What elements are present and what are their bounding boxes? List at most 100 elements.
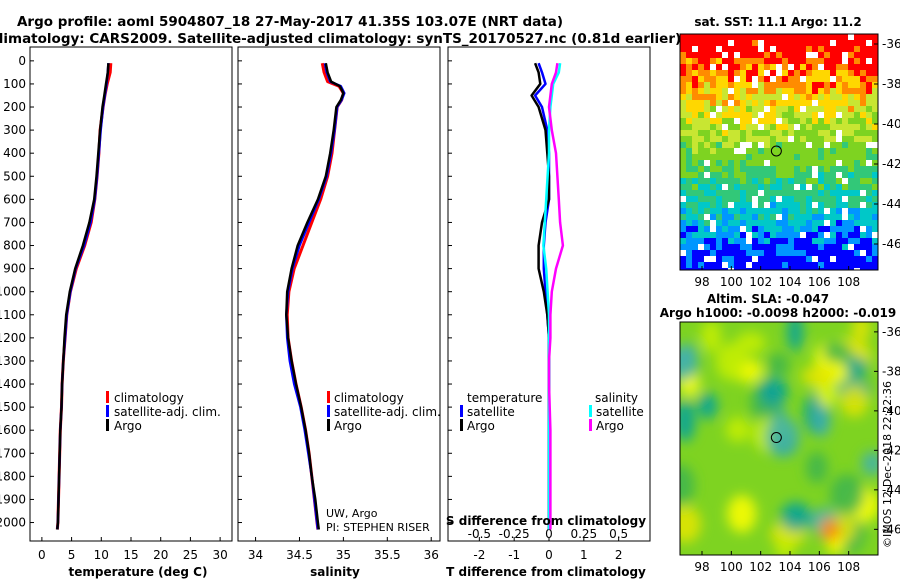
- sst-cell: [680, 196, 686, 202]
- sst-cell: [848, 124, 854, 130]
- sst-cell: [830, 160, 836, 166]
- sst-cell: [782, 52, 788, 58]
- sst-cell: [728, 142, 734, 148]
- sst-float-marker: [770, 145, 782, 157]
- sst-cell: [836, 64, 842, 70]
- sst-cell: [770, 106, 776, 112]
- sst-cell: [728, 256, 734, 262]
- sst-cell: [758, 256, 764, 262]
- sst-cell: [728, 58, 734, 64]
- sst-cell: [746, 238, 752, 244]
- sst-cell: [800, 178, 806, 184]
- sst-cell: [764, 232, 770, 238]
- sst-cell: [848, 130, 854, 136]
- sst-cell: [692, 88, 698, 94]
- sst-cell: [734, 208, 740, 214]
- sst-cell: [728, 100, 734, 106]
- sst-cell: [776, 226, 782, 232]
- sla-blob: [813, 405, 831, 437]
- sst-cell: [860, 208, 866, 214]
- sst-cell: [734, 124, 740, 130]
- sst-cell: [842, 202, 848, 208]
- sst-cell: [698, 226, 704, 232]
- sst-cell: [788, 220, 794, 226]
- sst-cell: [728, 34, 734, 40]
- sst-cell: [824, 142, 830, 148]
- sst-cell: [764, 268, 770, 270]
- sst-cell: [758, 82, 764, 88]
- sst-cell: [686, 58, 692, 64]
- sst-cell: [680, 52, 686, 58]
- sst-cell: [818, 130, 824, 136]
- sst-cell: [788, 148, 794, 154]
- depth-tick-label: 700: [3, 215, 26, 229]
- sst-cell: [872, 106, 878, 112]
- sst-cell: [764, 250, 770, 256]
- sst-cell: [812, 40, 818, 46]
- sst-cell: [686, 88, 692, 94]
- sst-cell: [728, 136, 734, 142]
- sst-cell: [728, 76, 734, 82]
- sst-cell: [764, 256, 770, 262]
- sst-cell: [728, 46, 734, 52]
- sst-cell: [800, 106, 806, 112]
- sst-cell: [746, 58, 752, 64]
- sst-cell: [680, 64, 686, 70]
- sst-cell: [728, 118, 734, 124]
- sst-cell: [836, 136, 842, 142]
- sst-cell: [824, 100, 830, 106]
- sst-cell: [860, 268, 866, 270]
- sst-cell: [812, 76, 818, 82]
- sst-cell: [860, 154, 866, 160]
- sst-cell: [740, 124, 746, 130]
- sst-cell: [812, 154, 818, 160]
- sst-cell: [854, 202, 860, 208]
- sst-cell: [716, 226, 722, 232]
- sst-cell: [710, 70, 716, 76]
- temperature-xlabel: temperature (deg C): [69, 565, 208, 579]
- sst-cell: [788, 196, 794, 202]
- sst-cell: [848, 106, 854, 112]
- sst-cell: [686, 244, 692, 250]
- sst-cell: [740, 250, 746, 256]
- sst-cell: [686, 100, 692, 106]
- sst-cell: [746, 256, 752, 262]
- sst-cell: [764, 238, 770, 244]
- sst-cell: [818, 100, 824, 106]
- sst-cell: [812, 202, 818, 208]
- sst-cell: [812, 262, 818, 268]
- sst-cell: [806, 124, 812, 130]
- sst-cell: [794, 208, 800, 214]
- sst-cell: [692, 118, 698, 124]
- sst-cell: [776, 166, 782, 172]
- sst-cell: [842, 34, 848, 40]
- sst-cell: [692, 106, 698, 112]
- sst-cell: [740, 154, 746, 160]
- sst-cell: [680, 124, 686, 130]
- sst-cell: [866, 262, 872, 268]
- sst-cell: [800, 130, 806, 136]
- sst-cell: [794, 262, 800, 268]
- sst-cell: [686, 46, 692, 52]
- sst-cell: [824, 262, 830, 268]
- sst-cell: [680, 58, 686, 64]
- sst-cell: [824, 184, 830, 190]
- sst-cell: [758, 106, 764, 112]
- legend-label-climatology: climatology: [334, 391, 404, 405]
- sst-cell: [800, 196, 806, 202]
- sst-cell: [722, 220, 728, 226]
- sst-cell: [764, 202, 770, 208]
- sst-cell: [830, 58, 836, 64]
- sst-cell: [782, 46, 788, 52]
- sst-cell: [818, 178, 824, 184]
- sst-cell: [806, 52, 812, 58]
- sst-cell: [686, 64, 692, 70]
- sst-cell: [860, 214, 866, 220]
- sla-blob: [861, 451, 878, 476]
- map-lat-label: -44: [882, 197, 900, 211]
- sst-cell: [854, 250, 860, 256]
- sst-cell: [854, 142, 860, 148]
- sst-cell: [782, 250, 788, 256]
- sst-cell: [680, 232, 686, 238]
- sst-cell: [782, 88, 788, 94]
